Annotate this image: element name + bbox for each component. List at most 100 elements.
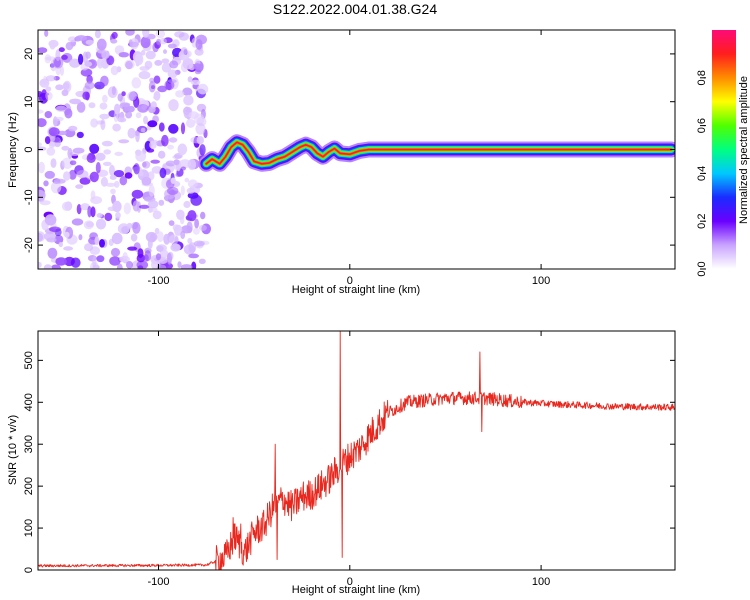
noise-blob [38, 109, 44, 114]
noise-blob [47, 247, 58, 259]
x-tick-label: 100 [532, 275, 550, 287]
noise-blob [187, 210, 197, 222]
noise-blob [177, 261, 182, 268]
spectrogram-plot-area [38, 30, 675, 269]
noise-blob [114, 180, 120, 188]
noise-blob [175, 90, 185, 98]
x-tick-label: -100 [147, 275, 169, 287]
noise-blob [132, 222, 141, 234]
noise-blob [63, 246, 74, 251]
noise-blob [69, 160, 77, 166]
noise-blob [82, 51, 89, 64]
chart-title: S122.2022.004.01.38.G24 [273, 1, 437, 17]
noise-blob [85, 39, 95, 45]
noise-blob [103, 161, 112, 166]
colorbar-gradient [712, 30, 736, 269]
noise-blob [111, 31, 118, 39]
noise-blob [157, 231, 164, 243]
noise-blob [180, 166, 186, 171]
colorbar: 0.0 0.2 0.4 0.6 0.8 Normalized spectral ampl… [696, 30, 750, 277]
noise-blob [178, 32, 190, 41]
noise-blob [180, 216, 185, 225]
noise-blob [143, 115, 149, 125]
noise-blob [128, 39, 133, 47]
noise-blob [112, 200, 122, 213]
noise-blob [163, 49, 167, 54]
y-tick-label: 0 [23, 146, 35, 152]
noise-blob [158, 122, 165, 132]
noise-blob [175, 172, 181, 177]
noise-blob [122, 252, 128, 262]
spectrogram-x-ticks: -100 0 100 [147, 30, 550, 287]
noise-blob [75, 35, 88, 41]
noise-blob [89, 246, 100, 255]
noise-blob [55, 84, 64, 91]
noise-blob [159, 37, 167, 45]
noise-blob [135, 130, 140, 143]
noise-blob [45, 75, 57, 82]
noise-blob [38, 142, 42, 147]
noise-blob [167, 186, 179, 195]
noise-blob [53, 178, 66, 184]
noise-blob [127, 127, 136, 139]
noise-blob [148, 81, 156, 93]
noise-blob [145, 231, 158, 243]
spectrogram-x-axis-label: Height of straight line (km) [292, 284, 420, 296]
noise-blob [110, 188, 116, 195]
noise-blob [48, 127, 60, 137]
snr-frame [37, 330, 676, 571]
noise-blob [153, 75, 161, 84]
noise-blob [137, 265, 144, 269]
noise-blob [64, 231, 70, 238]
noise-blob [101, 140, 113, 147]
noise-blob [196, 136, 204, 145]
noise-blob [80, 203, 90, 211]
noise-blob [50, 264, 62, 269]
noise-blob [90, 118, 98, 128]
colorbar-tick-label: 0.6 [696, 118, 708, 133]
colorbar-label: Normalized spectral amplitude [738, 76, 750, 224]
noise-blob [135, 150, 147, 162]
noise-blob [157, 85, 168, 93]
noise-blob [92, 256, 97, 268]
noise-blob [44, 111, 53, 119]
noise-blob [186, 221, 193, 234]
noise-blob [121, 91, 126, 97]
noise-blob [187, 179, 198, 189]
noise-blob [156, 264, 167, 269]
noise-blob [44, 214, 57, 226]
noise-blob [43, 264, 53, 269]
noise-blob [90, 206, 96, 218]
x-tick-label: -100 [147, 576, 169, 588]
noise-blob [69, 98, 81, 105]
noise-blob [44, 170, 55, 179]
noise-blob [163, 233, 171, 245]
snr-panel: -100 0 100 0 100 200 300 400 500 Height of stra… [7, 330, 676, 596]
noise-blob [168, 99, 179, 112]
noise-blob [62, 157, 73, 169]
noise-blob [169, 60, 179, 69]
noise-blob [60, 65, 64, 76]
noise-blob [182, 58, 194, 70]
noise-blob [65, 42, 74, 51]
snr-plot-area [38, 331, 675, 570]
noise-blob [96, 38, 107, 51]
noise-blob [53, 234, 64, 245]
noise-blob [177, 143, 188, 156]
noise-blob [184, 177, 190, 183]
noise-blob [190, 79, 201, 86]
noise-blob [140, 36, 151, 49]
noise-blob [183, 94, 194, 106]
noise-blob [102, 94, 108, 103]
noise-blob [198, 224, 207, 231]
snr-y-axis-label: SNR (10 * v/v) [7, 415, 19, 485]
noise-blob [138, 204, 150, 209]
noise-blob [55, 257, 67, 266]
noise-blob [180, 185, 185, 196]
noise-blob [67, 147, 73, 159]
noise-blob [44, 30, 49, 37]
noise-blob [49, 226, 61, 233]
y-tick-label: 200 [23, 477, 35, 495]
noise-blob [38, 47, 48, 54]
noise-blob [89, 171, 99, 183]
